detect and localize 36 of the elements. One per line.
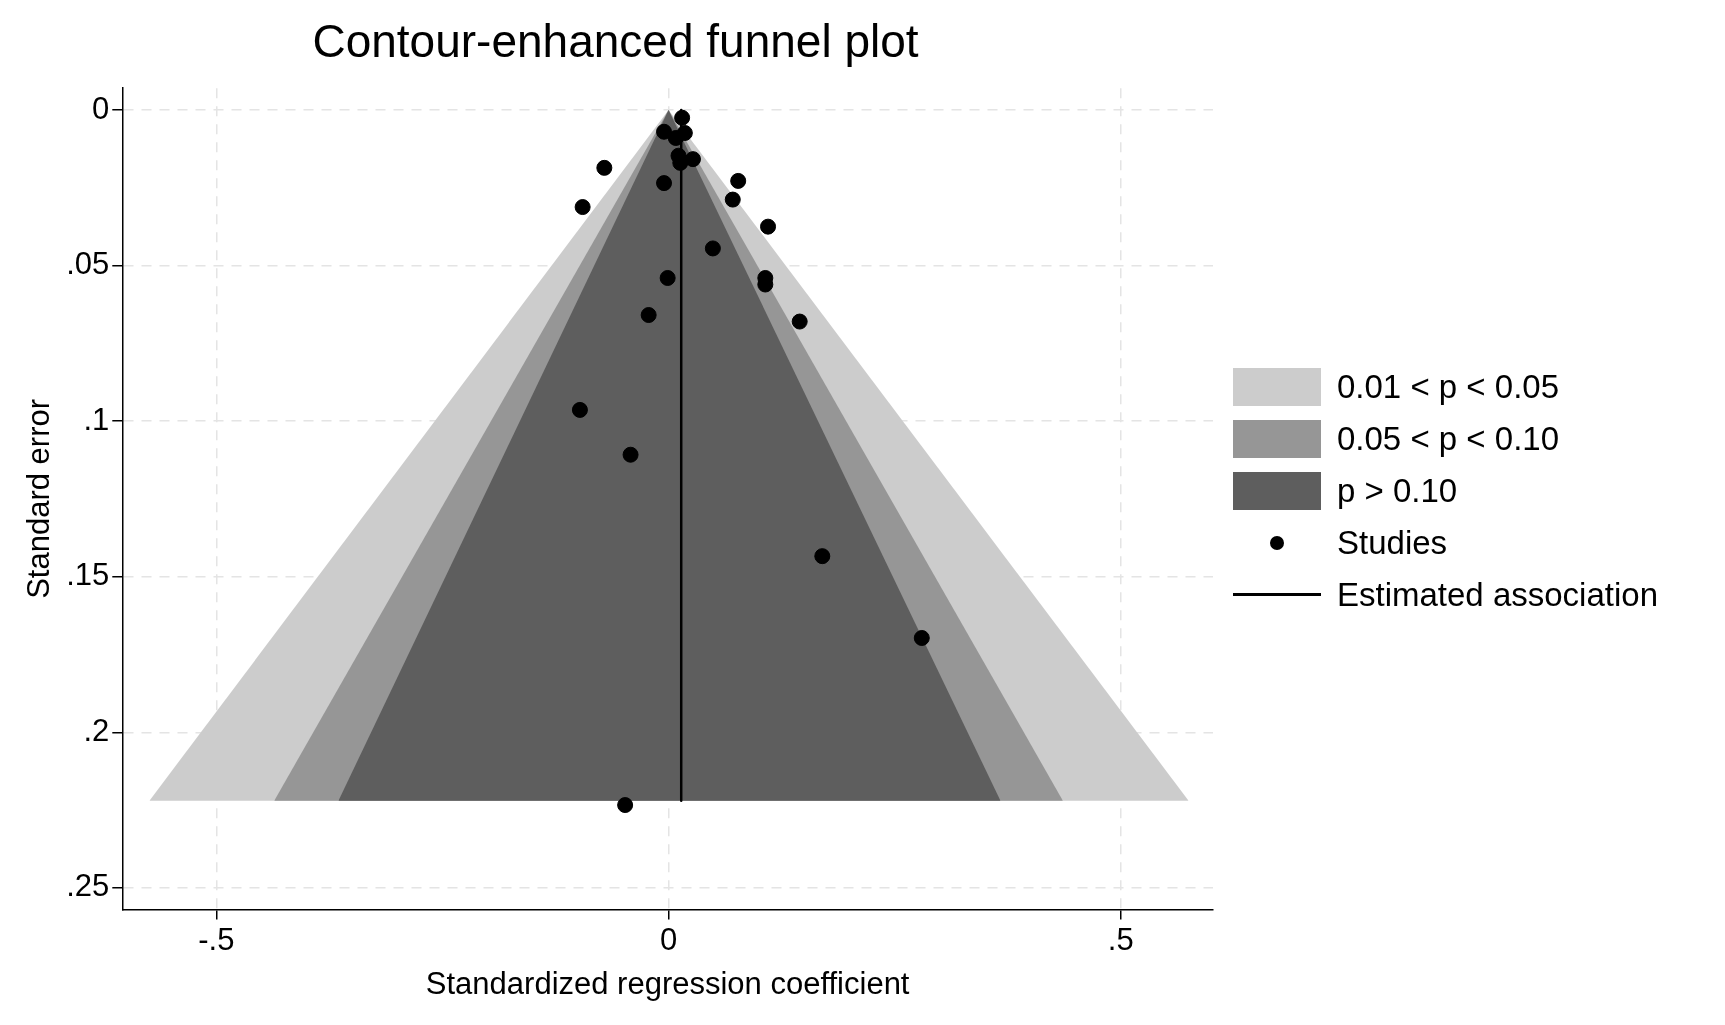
y-axis-title: Standard error xyxy=(21,398,57,599)
point xyxy=(622,446,639,463)
point xyxy=(596,159,613,176)
legend-label: 0.01 < p < 0.05 xyxy=(1337,367,1560,406)
point xyxy=(704,240,721,257)
point xyxy=(913,629,930,646)
point xyxy=(617,797,634,814)
point xyxy=(574,199,591,216)
point xyxy=(571,401,588,418)
point xyxy=(760,218,777,235)
y-tick-label: .25 xyxy=(66,868,110,904)
chart-title: Contour-enhanced funnel plot xyxy=(312,15,919,68)
point xyxy=(724,191,741,208)
y-tick-label: 0 xyxy=(92,90,110,126)
point xyxy=(659,269,676,286)
y-tick-label: .05 xyxy=(66,246,110,282)
legend-label: p > 0.10 xyxy=(1337,471,1458,510)
point xyxy=(791,313,808,330)
x-axis-title: Standardized regression coefficient xyxy=(425,965,910,1001)
legend-label: 0.05 < p < 0.10 xyxy=(1337,419,1560,458)
x-tick-label: -.5 xyxy=(198,921,235,957)
point xyxy=(730,172,747,189)
legend-label: Estimated association xyxy=(1337,575,1658,614)
point xyxy=(656,175,673,192)
y-tick-label: .1 xyxy=(83,401,110,437)
y-tick-label: .15 xyxy=(66,557,110,593)
point xyxy=(814,548,831,565)
point xyxy=(656,123,673,140)
point xyxy=(667,129,684,146)
x-tick-label: 0 xyxy=(659,921,678,957)
y-tick-label: .2 xyxy=(83,712,110,748)
point xyxy=(640,307,657,324)
x-tick-label: .5 xyxy=(1107,921,1134,957)
point xyxy=(684,151,701,168)
point xyxy=(674,109,691,126)
legend-label: Studies xyxy=(1337,523,1448,562)
